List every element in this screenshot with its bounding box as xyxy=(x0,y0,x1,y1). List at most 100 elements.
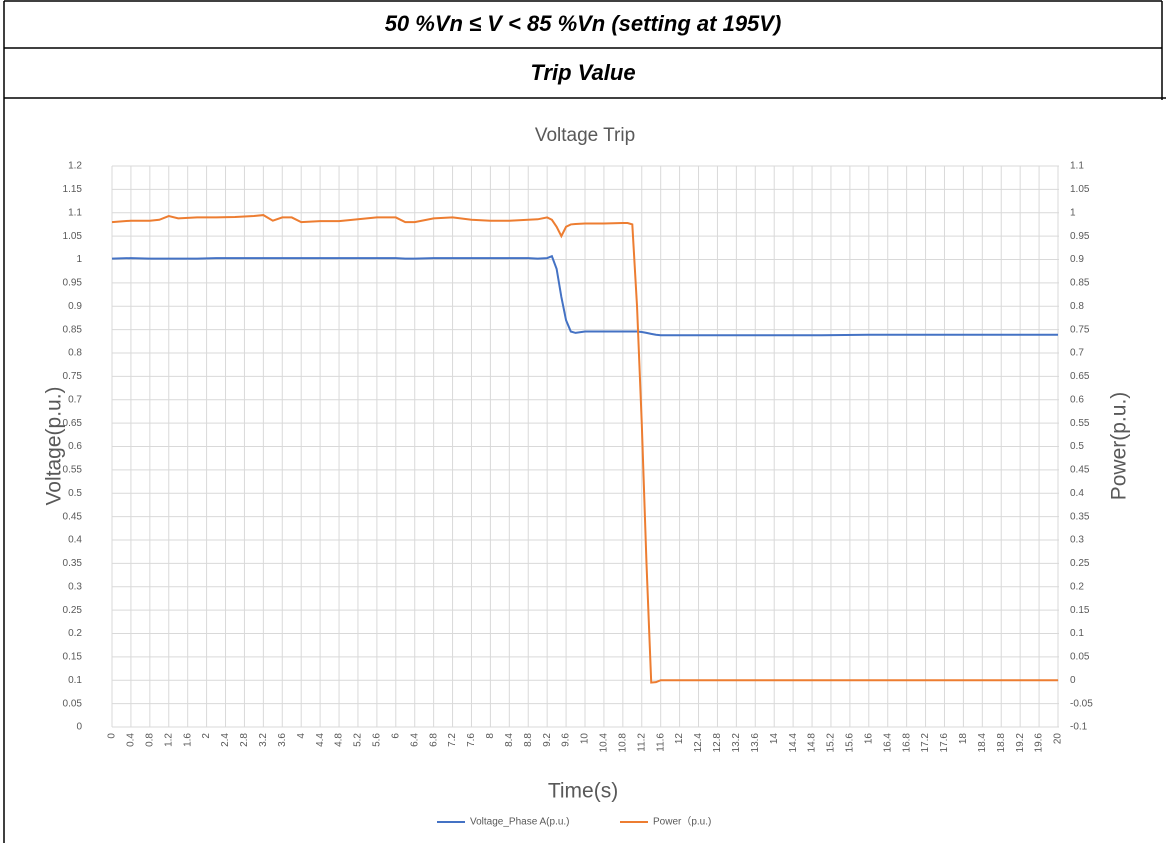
y-tick-label: 0.8 xyxy=(68,348,82,359)
y2-tick-label: 0.5 xyxy=(1070,441,1084,452)
x-tick-label: 2.4 xyxy=(220,733,231,747)
y-tick-label: 0.4 xyxy=(68,535,82,546)
x-tick-label: 6 xyxy=(390,733,401,739)
y2-tick-label: 0.9 xyxy=(1070,254,1084,265)
x-tick-label: 4 xyxy=(296,733,307,739)
x-tick-label: 6.8 xyxy=(428,733,439,747)
y-tick-label: 0.95 xyxy=(63,278,83,289)
x-tick-label: 4.4 xyxy=(315,733,326,747)
y2-tick-label: 0 xyxy=(1070,675,1076,686)
y-tick-label: 0 xyxy=(76,722,82,733)
x-tick-label: 18 xyxy=(958,733,969,745)
x-tick-label: 16.4 xyxy=(882,733,893,753)
x-axis-title: Time(s) xyxy=(548,780,618,803)
x-tick-label: 8.4 xyxy=(504,733,515,747)
x-tick-label: 15.2 xyxy=(826,733,837,753)
chart-title: Voltage Trip xyxy=(535,125,635,146)
x-tick-label: 7.6 xyxy=(466,733,477,747)
y-tick-label: 0.75 xyxy=(63,371,83,382)
y2-tick-label: 0.85 xyxy=(1070,278,1090,289)
x-tick-label: 11.2 xyxy=(636,733,647,752)
y2-tick-label: 0.65 xyxy=(1070,371,1090,382)
y2-tick-label: 0.1 xyxy=(1070,628,1084,639)
x-tick-label: 9.2 xyxy=(542,733,553,747)
x-tick-label: 4.8 xyxy=(334,733,345,747)
x-tick-label: 5.6 xyxy=(372,733,383,747)
x-tick-label: 18.4 xyxy=(977,733,988,753)
table-frame xyxy=(3,0,1166,843)
legend-label: Voltage_Phase A(p.u.) xyxy=(470,817,570,828)
y2-tick-label: 1.1 xyxy=(1070,161,1084,172)
x-tick-label: 2 xyxy=(201,733,212,739)
x-tick-label: 0 xyxy=(107,733,118,739)
y-tick-label: 0.25 xyxy=(63,605,83,616)
x-tick-label: 0.8 xyxy=(144,733,155,747)
subtitle: Trip Value xyxy=(530,60,635,85)
y2-tick-label: 0.45 xyxy=(1070,465,1090,476)
y-tick-label: 0.45 xyxy=(63,511,83,522)
y2-tick-label: 0.25 xyxy=(1070,558,1090,569)
x-tick-label: 16.8 xyxy=(901,733,912,753)
y-tick-label: 0.2 xyxy=(68,628,82,639)
y2-tick-label: 0.95 xyxy=(1070,231,1090,242)
x-tick-label: 9.6 xyxy=(561,733,572,747)
x-tick-label: 1.2 xyxy=(163,733,174,747)
x-tick-label: 11.6 xyxy=(655,733,666,752)
x-tick-label: 17.2 xyxy=(920,733,931,753)
y-tick-label: 1 xyxy=(76,254,82,265)
x-tick-label: 13.6 xyxy=(750,733,761,753)
data-line xyxy=(111,254,1058,337)
y-tick-label: 0.5 xyxy=(68,488,82,499)
y2-tick-label: 0.75 xyxy=(1070,324,1090,335)
y-tick-label: 0.35 xyxy=(63,558,83,569)
x-tick-label: 14.4 xyxy=(788,733,799,753)
x-tick-label: 16 xyxy=(863,733,874,745)
y-tick-label: 0.05 xyxy=(63,698,83,709)
x-tick-label: 3.6 xyxy=(277,733,288,747)
y2-tick-label: 1 xyxy=(1070,207,1076,218)
x-tick-label: 2.8 xyxy=(239,733,250,747)
x-tick-label: 10.8 xyxy=(617,733,628,753)
y2-tick-label: -0.1 xyxy=(1070,722,1088,733)
x-tick-label: 14 xyxy=(769,733,780,745)
x-tick-label: 18.8 xyxy=(996,733,1007,753)
y-tick-label: 0.7 xyxy=(68,394,82,405)
y2-tick-label: 0.8 xyxy=(1070,301,1084,312)
x-tick-label: 12 xyxy=(674,733,685,745)
data-line xyxy=(111,214,1058,684)
y2-tick-label: 0.7 xyxy=(1070,348,1084,359)
x-tick-label: 19.2 xyxy=(1015,733,1026,753)
y2-tick-label: 0.3 xyxy=(1070,535,1084,546)
x-tick-label: 8.8 xyxy=(523,733,534,747)
x-tick-label: 19.6 xyxy=(1034,733,1045,753)
y2-tick-label: 0.15 xyxy=(1070,605,1090,616)
y-tick-label: 0.55 xyxy=(63,465,83,476)
x-tick-label: 1.6 xyxy=(182,733,193,747)
legend-label: Power（p.u.) xyxy=(653,816,711,828)
x-tick-label: 5.2 xyxy=(353,733,364,747)
y2-tick-label: 0.05 xyxy=(1070,652,1090,663)
y-tick-label: 0.85 xyxy=(63,324,83,335)
x-tick-label: 10 xyxy=(580,733,591,745)
x-tick-label: 12.4 xyxy=(693,733,704,753)
y-tick-label: 0.1 xyxy=(68,675,82,686)
x-tick-label: 8 xyxy=(485,733,496,739)
x-tick-label: 20 xyxy=(1053,733,1064,745)
y-tick-label: 0.65 xyxy=(63,418,83,429)
y-tick-label: 1.05 xyxy=(63,231,83,242)
x-tick-label: 0.4 xyxy=(126,733,137,747)
y2-tick-label: 0.6 xyxy=(1070,394,1084,405)
y-tick-label: 1.15 xyxy=(63,184,83,195)
y2-tick-label: 0.2 xyxy=(1070,581,1084,592)
y2-tick-label: -0.05 xyxy=(1070,698,1093,709)
y-tick-label: 0.6 xyxy=(68,441,82,452)
y-tick-label: 1.2 xyxy=(68,161,82,172)
y-tick-label: 0.3 xyxy=(68,581,82,592)
x-tick-label: 7.2 xyxy=(447,733,458,747)
x-tick-label: 6.4 xyxy=(409,733,420,747)
x-tick-label: 10.4 xyxy=(599,733,610,753)
x-tick-label: 3.2 xyxy=(258,733,269,747)
y-tick-label: 1.1 xyxy=(68,207,82,218)
x-tick-label: 14.8 xyxy=(807,733,818,753)
